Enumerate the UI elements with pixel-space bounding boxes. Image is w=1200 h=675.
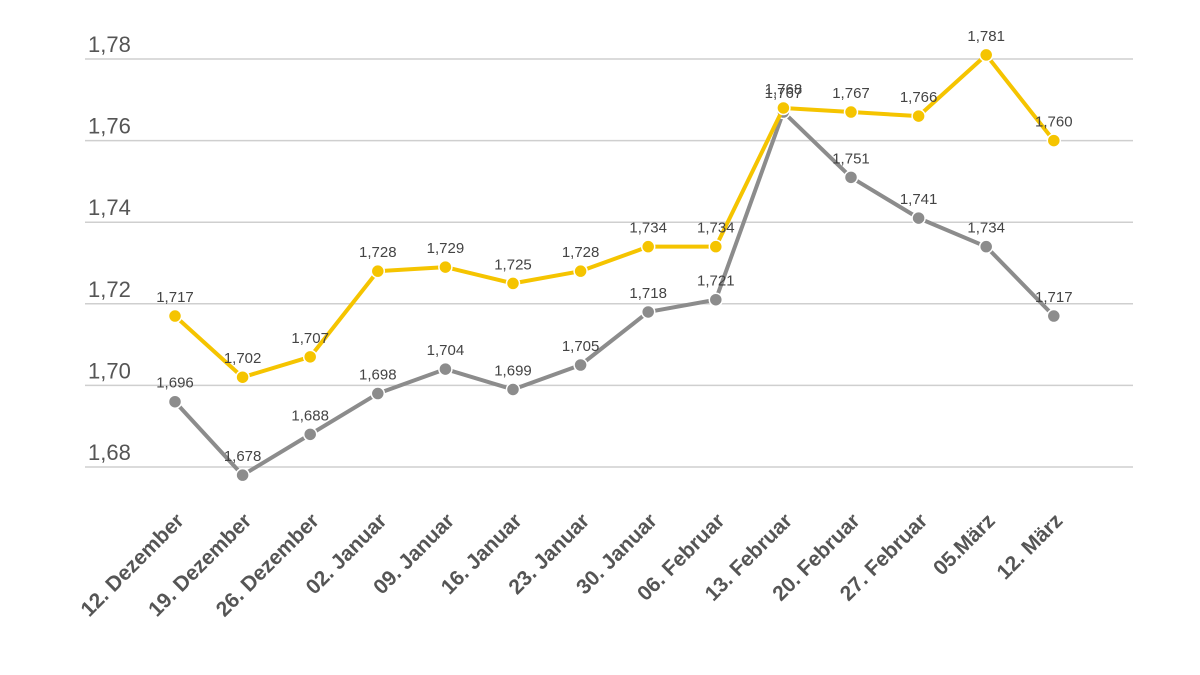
data-point-gelb	[302, 349, 318, 365]
data-label-grau: 1,717	[1035, 289, 1073, 306]
data-label-grau: 1,696	[156, 375, 194, 392]
y-tick-label: 1,72	[88, 277, 131, 302]
data-point-grau	[708, 292, 724, 307]
data-label-grau: 1,699	[494, 362, 532, 379]
data-point-grau	[843, 170, 859, 185]
data-point-grau	[640, 304, 656, 320]
data-point-gelb	[438, 259, 453, 275]
data-label-grau: 1,698	[359, 367, 397, 384]
data-label-gelb: 1,767	[832, 85, 870, 102]
data-label-gelb: 1,768	[765, 81, 803, 98]
data-label-gelb: 1,734	[697, 220, 735, 237]
data-label-gelb: 1,760	[1035, 114, 1073, 131]
series-line-gelb	[173, 52, 1056, 380]
data-point-gelb	[573, 263, 588, 279]
data-label-gelb: 1,725	[494, 256, 532, 273]
data-point-grau	[573, 357, 588, 373]
y-tick-label: 1,74	[88, 195, 131, 220]
data-label-grau: 1,751	[832, 150, 870, 167]
data-point-gelb	[370, 263, 386, 279]
data-label-grau: 1,678	[224, 448, 262, 465]
data-point-gelb	[911, 108, 926, 124]
data-point-gelb	[843, 104, 859, 120]
data-label-grau: 1,718	[629, 285, 667, 302]
data-label-grau: 1,688	[291, 407, 329, 424]
data-label-gelb: 1,766	[900, 89, 938, 106]
data-point-gelb	[1046, 133, 1062, 148]
data-point-grau	[978, 239, 994, 254]
data-point-grau	[235, 467, 250, 483]
x-tick-label: 12. März	[992, 509, 1067, 584]
data-label-grau: 1,767	[765, 85, 803, 102]
data-label-grau: 1,734	[967, 220, 1005, 237]
data-label-gelb: 1,734	[629, 220, 667, 237]
data-label-gelb: 1,707	[291, 330, 329, 347]
y-tick-label: 1,68	[88, 440, 131, 465]
data-point-gelb	[505, 276, 521, 291]
series	[167, 47, 1062, 483]
data-point-gelb	[167, 308, 183, 324]
data-point-grau	[438, 361, 453, 377]
data-point-grau	[505, 382, 521, 397]
y-tick-label: 1,78	[88, 32, 131, 57]
y-axis-ticks: 1,68 1,70 1,72 1,74 1,76 1,78	[88, 32, 131, 465]
series-line-grau	[173, 110, 1056, 478]
y-tick-label: 1,70	[88, 358, 131, 383]
data-point-gelb	[640, 239, 656, 254]
data-point-gelb	[978, 47, 994, 63]
data-label-gelb: 1,702	[224, 350, 262, 367]
data-point-grau	[370, 386, 386, 401]
data-point-grau	[1046, 308, 1062, 324]
x-tick-label: 05.März	[929, 509, 1000, 580]
data-point-gelb	[776, 100, 791, 116]
data-point-grau	[167, 394, 183, 409]
data-labels: 1,717 1,702 1,707 1,728 1,729 1,725 1,728 1,734…	[156, 28, 1072, 465]
data-label-gelb: 1,717	[156, 289, 194, 306]
y-tick-label: 1,76	[88, 114, 131, 139]
data-label-gelb: 1,728	[562, 244, 600, 261]
data-point-gelb	[235, 369, 250, 385]
data-label-gelb: 1,781	[967, 28, 1005, 45]
data-label-gelb: 1,728	[359, 244, 397, 261]
data-point-grau	[302, 427, 318, 442]
data-label-grau: 1,721	[697, 273, 735, 290]
data-label-grau: 1,704	[427, 342, 465, 359]
data-label-grau: 1,741	[900, 191, 938, 208]
gridlines	[85, 58, 1133, 468]
data-point-gelb	[708, 239, 724, 254]
data-label-gelb: 1,729	[427, 240, 465, 257]
data-point-grau	[911, 210, 926, 226]
data-label-grau: 1,705	[562, 338, 600, 355]
